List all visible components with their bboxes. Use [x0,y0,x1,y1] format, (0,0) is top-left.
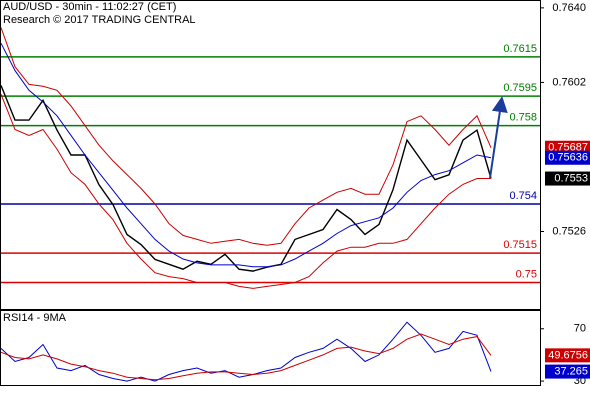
price-tag-label: 0.75636 [548,152,588,164]
chart-subtitle: Research © 2017 TRADING CENTRAL [3,14,196,26]
price-tag-label: 0.7553 [554,172,588,184]
y-tick-label: 0.7640 [552,2,586,14]
chart-title: AUD/USD - 30min - 11:02:27 (CET) [3,1,176,13]
price-tag-label: 49.6756 [548,349,588,361]
level-label: 0.7615 [503,43,537,55]
price-tag [545,171,590,186]
series-line [0,42,492,268]
price-tag [545,364,590,379]
series-line [0,85,492,272]
series-line [0,27,492,246]
level-label: 0.7595 [503,82,537,94]
price-tag [545,150,590,165]
price-tag [545,348,590,363]
price-tag-label: 0.75687 [548,142,588,154]
y-tick-label: 0.7602 [552,76,586,88]
level-label: 0.758 [509,111,537,123]
level-label: 0.754 [509,190,537,202]
rsi-panel [0,310,541,386]
price-panel [0,0,541,310]
level-label: 0.75 [516,268,537,280]
level-label: 0.7515 [503,239,537,251]
y-tick-label: 70 [574,323,586,335]
forecast-arrow [489,96,508,179]
series-line [0,333,492,381]
price-tag-label: 37.265 [554,365,588,377]
rsi-title: RSI14 - 9MA [3,312,67,324]
series-line [0,94,491,289]
y-tick-label: 0.7526 [552,225,586,237]
